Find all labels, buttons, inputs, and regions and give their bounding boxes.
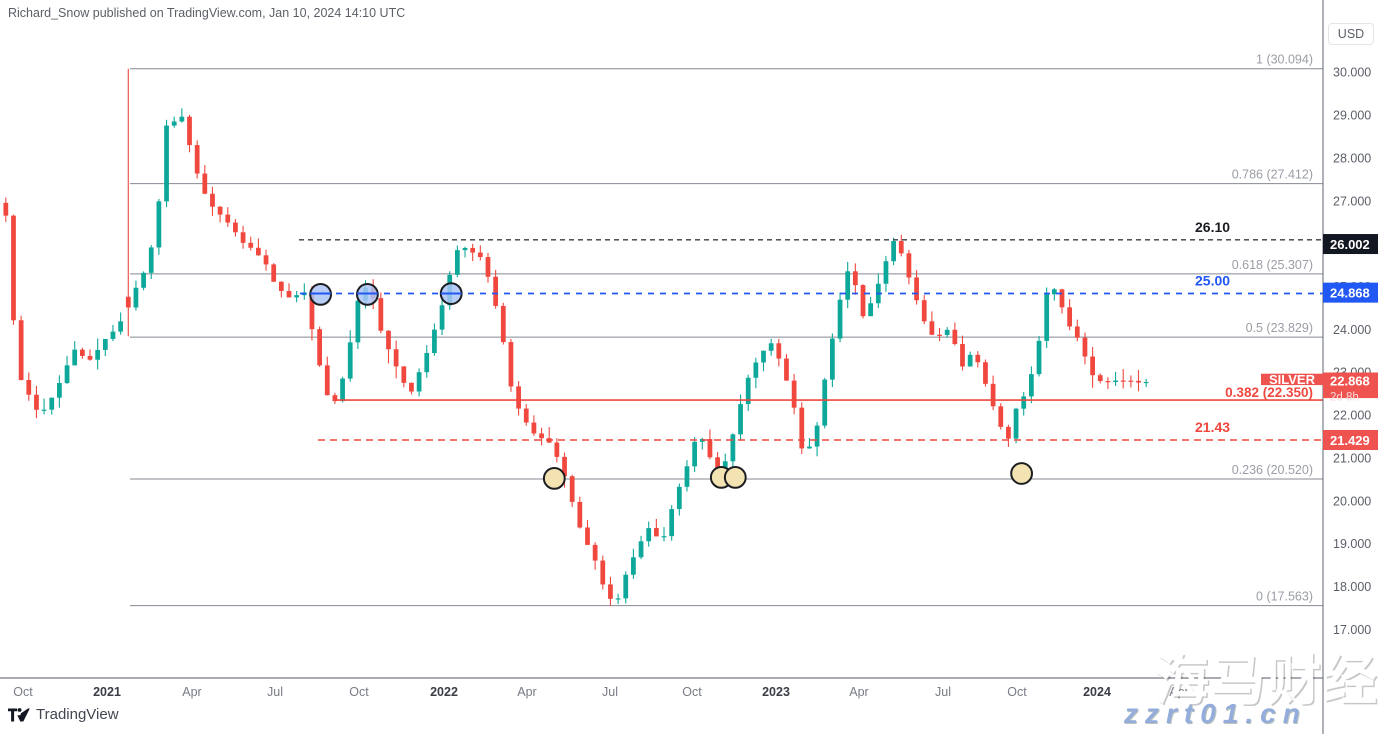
svg-text:0.786 (27.412): 0.786 (27.412) — [1232, 168, 1313, 182]
svg-text:Oct: Oct — [349, 685, 369, 699]
svg-text:17.000: 17.000 — [1333, 623, 1371, 637]
svg-text:21.43: 21.43 — [1195, 419, 1230, 435]
svg-text:2021: 2021 — [93, 685, 121, 699]
svg-text:1 (30.094): 1 (30.094) — [1256, 53, 1313, 67]
svg-text:2024: 2024 — [1083, 685, 1111, 699]
svg-text:2023: 2023 — [762, 685, 790, 699]
svg-text:21.429: 21.429 — [1330, 433, 1370, 448]
svg-text:Jul: Jul — [602, 685, 618, 699]
svg-text:27.000: 27.000 — [1333, 194, 1371, 208]
svg-text:28.000: 28.000 — [1333, 151, 1371, 165]
svg-text:SILVER: SILVER — [1269, 372, 1316, 387]
svg-text:Oct: Oct — [13, 685, 33, 699]
svg-text:0 (17.563): 0 (17.563) — [1256, 590, 1313, 604]
svg-text:Jul: Jul — [935, 685, 951, 699]
svg-text:Jul: Jul — [267, 685, 283, 699]
svg-text:Apr: Apr — [182, 685, 201, 699]
svg-text:0.236 (20.520): 0.236 (20.520) — [1232, 463, 1313, 477]
svg-text:20.000: 20.000 — [1333, 494, 1371, 508]
svg-text:Apr: Apr — [849, 685, 868, 699]
svg-text:2022: 2022 — [430, 685, 458, 699]
svg-text:21.000: 21.000 — [1333, 451, 1371, 465]
svg-text:22.868: 22.868 — [1330, 374, 1370, 389]
svg-text:24.868: 24.868 — [1330, 286, 1370, 301]
svg-text:24.000: 24.000 — [1333, 323, 1371, 337]
svg-text:Apr: Apr — [517, 685, 536, 699]
svg-text:29.000: 29.000 — [1333, 109, 1371, 123]
svg-text:19.000: 19.000 — [1333, 537, 1371, 551]
svg-text:Oct: Oct — [682, 685, 702, 699]
svg-text:Oct: Oct — [1007, 685, 1027, 699]
svg-text:0.382 (22.350): 0.382 (22.350) — [1225, 385, 1313, 400]
svg-text:30.000: 30.000 — [1333, 66, 1371, 80]
svg-text:0.618 (25.307): 0.618 (25.307) — [1232, 258, 1313, 272]
svg-text:2d 8h: 2d 8h — [1330, 392, 1359, 404]
svg-text:26.10: 26.10 — [1195, 219, 1230, 235]
svg-text:0.5 (23.829): 0.5 (23.829) — [1246, 321, 1313, 335]
svg-text:22.000: 22.000 — [1333, 409, 1371, 423]
svg-text:25.00: 25.00 — [1195, 273, 1230, 289]
svg-text:26.002: 26.002 — [1330, 237, 1370, 252]
svg-text:18.000: 18.000 — [1333, 580, 1371, 594]
